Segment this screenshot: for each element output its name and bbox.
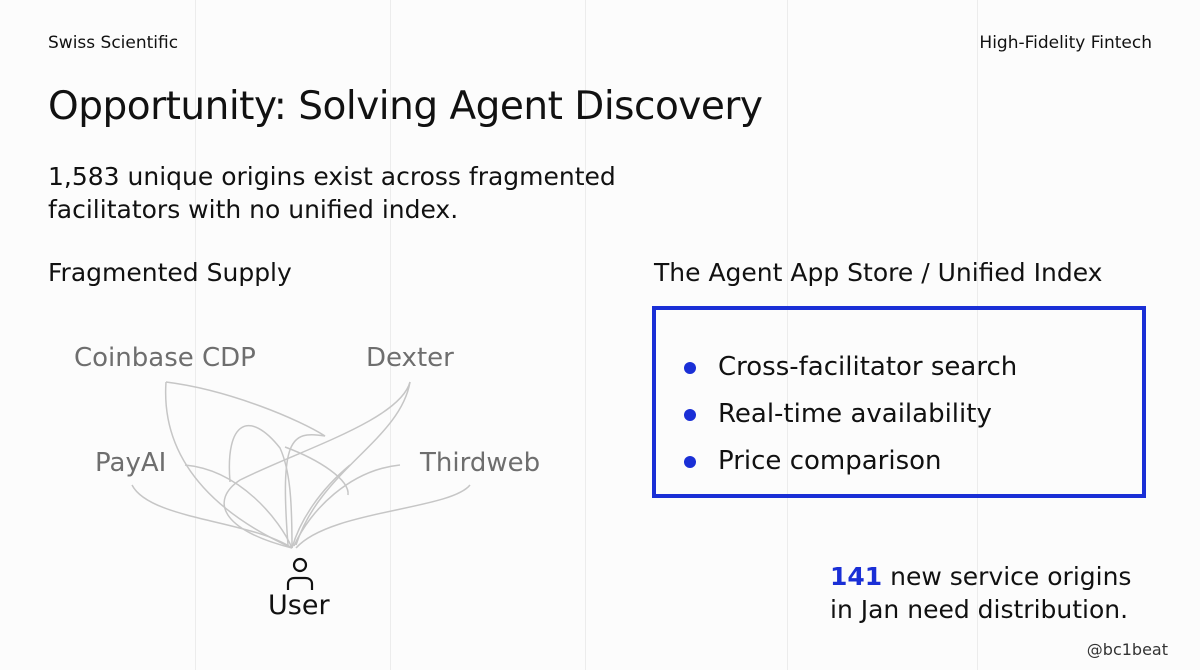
feature-label: Price comparison — [718, 446, 942, 476]
user-label: User — [268, 590, 330, 621]
feature-label: Cross-facilitator search — [718, 352, 1018, 382]
node-thirdweb: Thirdweb — [420, 448, 541, 478]
connection-line — [284, 446, 349, 496]
connection-line — [295, 484, 471, 549]
bullet-icon — [684, 408, 696, 421]
feature-label: Real-time availability — [718, 399, 992, 429]
page-title: Opportunity: Solving Agent Discovery — [48, 84, 763, 129]
unified-index-box: Cross-facilitator search Real-time avail… — [652, 306, 1146, 498]
header-brand: Swiss Scientific — [48, 33, 179, 53]
gridline — [195, 0, 196, 670]
stat-number: 141 — [830, 562, 883, 591]
node-payai: PayAI — [95, 448, 167, 478]
connection-line — [295, 381, 411, 546]
node-coinbase-cdp: Coinbase CDP — [74, 343, 256, 373]
stat-text-line1: new service origins — [882, 562, 1132, 591]
node-dexter: Dexter — [366, 343, 454, 373]
subtitle: 1,583 unique origins exist across fragme… — [48, 162, 616, 224]
bullet-icon — [684, 361, 696, 374]
connection-line — [165, 381, 326, 546]
connection-line — [131, 484, 293, 549]
connection-line — [293, 464, 401, 547]
gridline — [977, 0, 978, 670]
connection-lines — [131, 381, 471, 549]
connection-line — [223, 381, 411, 549]
fragmented-supply-heading: Fragmented Supply — [48, 258, 292, 287]
header-tagline: High-Fidelity Fintech — [979, 33, 1152, 53]
bullet-icon — [684, 455, 696, 468]
feature-item: Real-time availability — [684, 391, 1017, 438]
feature-item: Cross-facilitator search — [684, 344, 1017, 391]
unified-index-heading: The Agent App Store / Unified Index — [654, 258, 1103, 287]
connection-line — [228, 425, 293, 549]
gridline — [390, 0, 391, 670]
feature-item: Price comparison — [684, 438, 1017, 485]
gridline — [585, 0, 586, 670]
connection-line — [291, 464, 351, 549]
stat-callout: 141 new service origins in Jan need dist… — [830, 560, 1131, 626]
connection-line — [184, 464, 293, 549]
watermark: @bc1beat — [1086, 640, 1168, 659]
user-icon — [286, 557, 314, 590]
stat-text-line2: in Jan need distribution. — [830, 595, 1129, 624]
gridline — [787, 0, 788, 670]
